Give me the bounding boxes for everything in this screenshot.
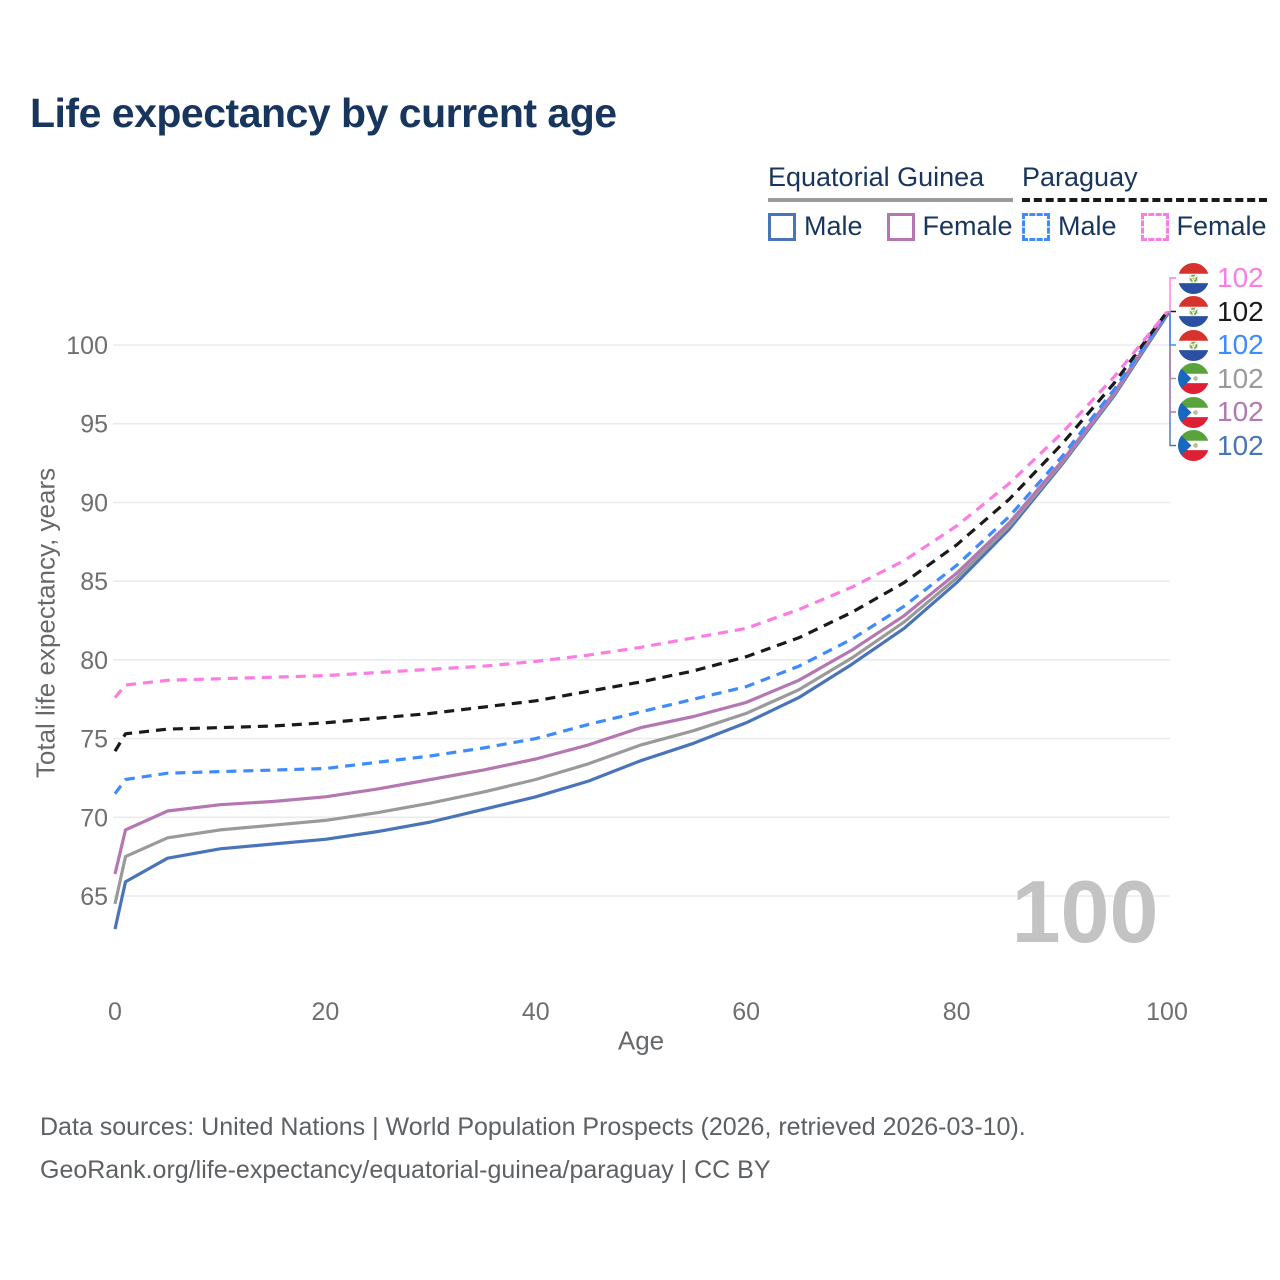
y-tick-75: 75 [80,726,108,754]
y-tick-85: 85 [80,568,108,596]
end-label-leader-lines [1167,277,1176,447]
eg-female-swatch-icon [886,212,915,241]
y-tick-95: 95 [80,411,108,439]
x-tick-40: 40 [522,998,550,1026]
page-title: Life expectancy by current age [30,90,617,136]
legend-country-equatorial-guinea[interactable]: Equatorial Guinea [768,162,985,192]
series-line-py_both [113,310,1169,753]
x-tick-80: 80 [943,998,971,1026]
leader-line-eg_female [1167,312,1176,413]
legend-label-py-female: Female [1176,211,1267,241]
y-axis-tick-labels: 65 70 75 80 85 90 95 100 [66,332,108,911]
series-line-eg_both [113,312,1169,905]
footer-url: GeoRank.org/life-expectancy/equatorial-g… [40,1156,771,1184]
legend-item-eg-male[interactable]: Male [768,211,863,242]
leader-line-eg_male [1167,314,1176,447]
y-tick-90: 90 [80,489,108,517]
x-axis-tick-labels: 0 20 40 60 80 100 [108,998,1188,1026]
leader-line-eg_both [1167,312,1176,380]
gridlines [113,344,1170,897]
series-line-eg_female [113,312,1169,875]
legend-item-py-male[interactable]: Male [1022,211,1117,242]
x-tick-0: 0 [108,998,122,1026]
eg-male-swatch-icon [768,212,796,241]
x-tick-20: 20 [311,998,339,1026]
legend-label-eg-female: Female [922,211,1013,241]
leader-line-py_male [1167,312,1176,346]
footer-data-sources: Data sources: United Nations | World Pop… [40,1113,1026,1141]
current-age-watermark: 100 [1012,862,1159,961]
py-male-swatch-icon [1022,212,1050,241]
x-tick-100: 100 [1146,998,1188,1026]
series-line-py_male [113,312,1169,795]
leader-line-py_female [1167,277,1176,313]
legend-group-paraguay: Paraguay Male Female [1022,162,1267,242]
y-tick-70: 70 [80,804,108,832]
legend-item-eg-female[interactable]: Female [886,211,1013,242]
legend-country-paraguay[interactable]: Paraguay [1022,162,1138,192]
y-tick-80: 80 [80,647,108,675]
series-line-eg_male [113,314,1169,930]
footer: Data sources: United Nations | World Pop… [40,1106,1026,1192]
current-age-value: 100 [1012,862,1159,961]
x-axis-title: Age [617,1025,665,1056]
y-axis-title: Total life expectancy, years [30,467,61,779]
series-lines [113,310,1169,930]
equatorial-guinea-line-sample [768,198,1013,202]
py-female-swatch-icon [1140,212,1169,241]
y-tick-100: 100 [66,332,108,360]
legend-label-eg-male: Male [804,211,863,241]
paraguay-line-sample [1022,198,1267,202]
legend-item-py-female[interactable]: Female [1140,211,1267,242]
y-tick-65: 65 [80,883,108,911]
series-line-py_female [113,310,1169,699]
legend-label-py-male: Male [1058,211,1117,241]
x-tick-60: 60 [732,998,760,1026]
legend-group-equatorial-guinea: Equatorial Guinea Male Female [768,162,1013,242]
